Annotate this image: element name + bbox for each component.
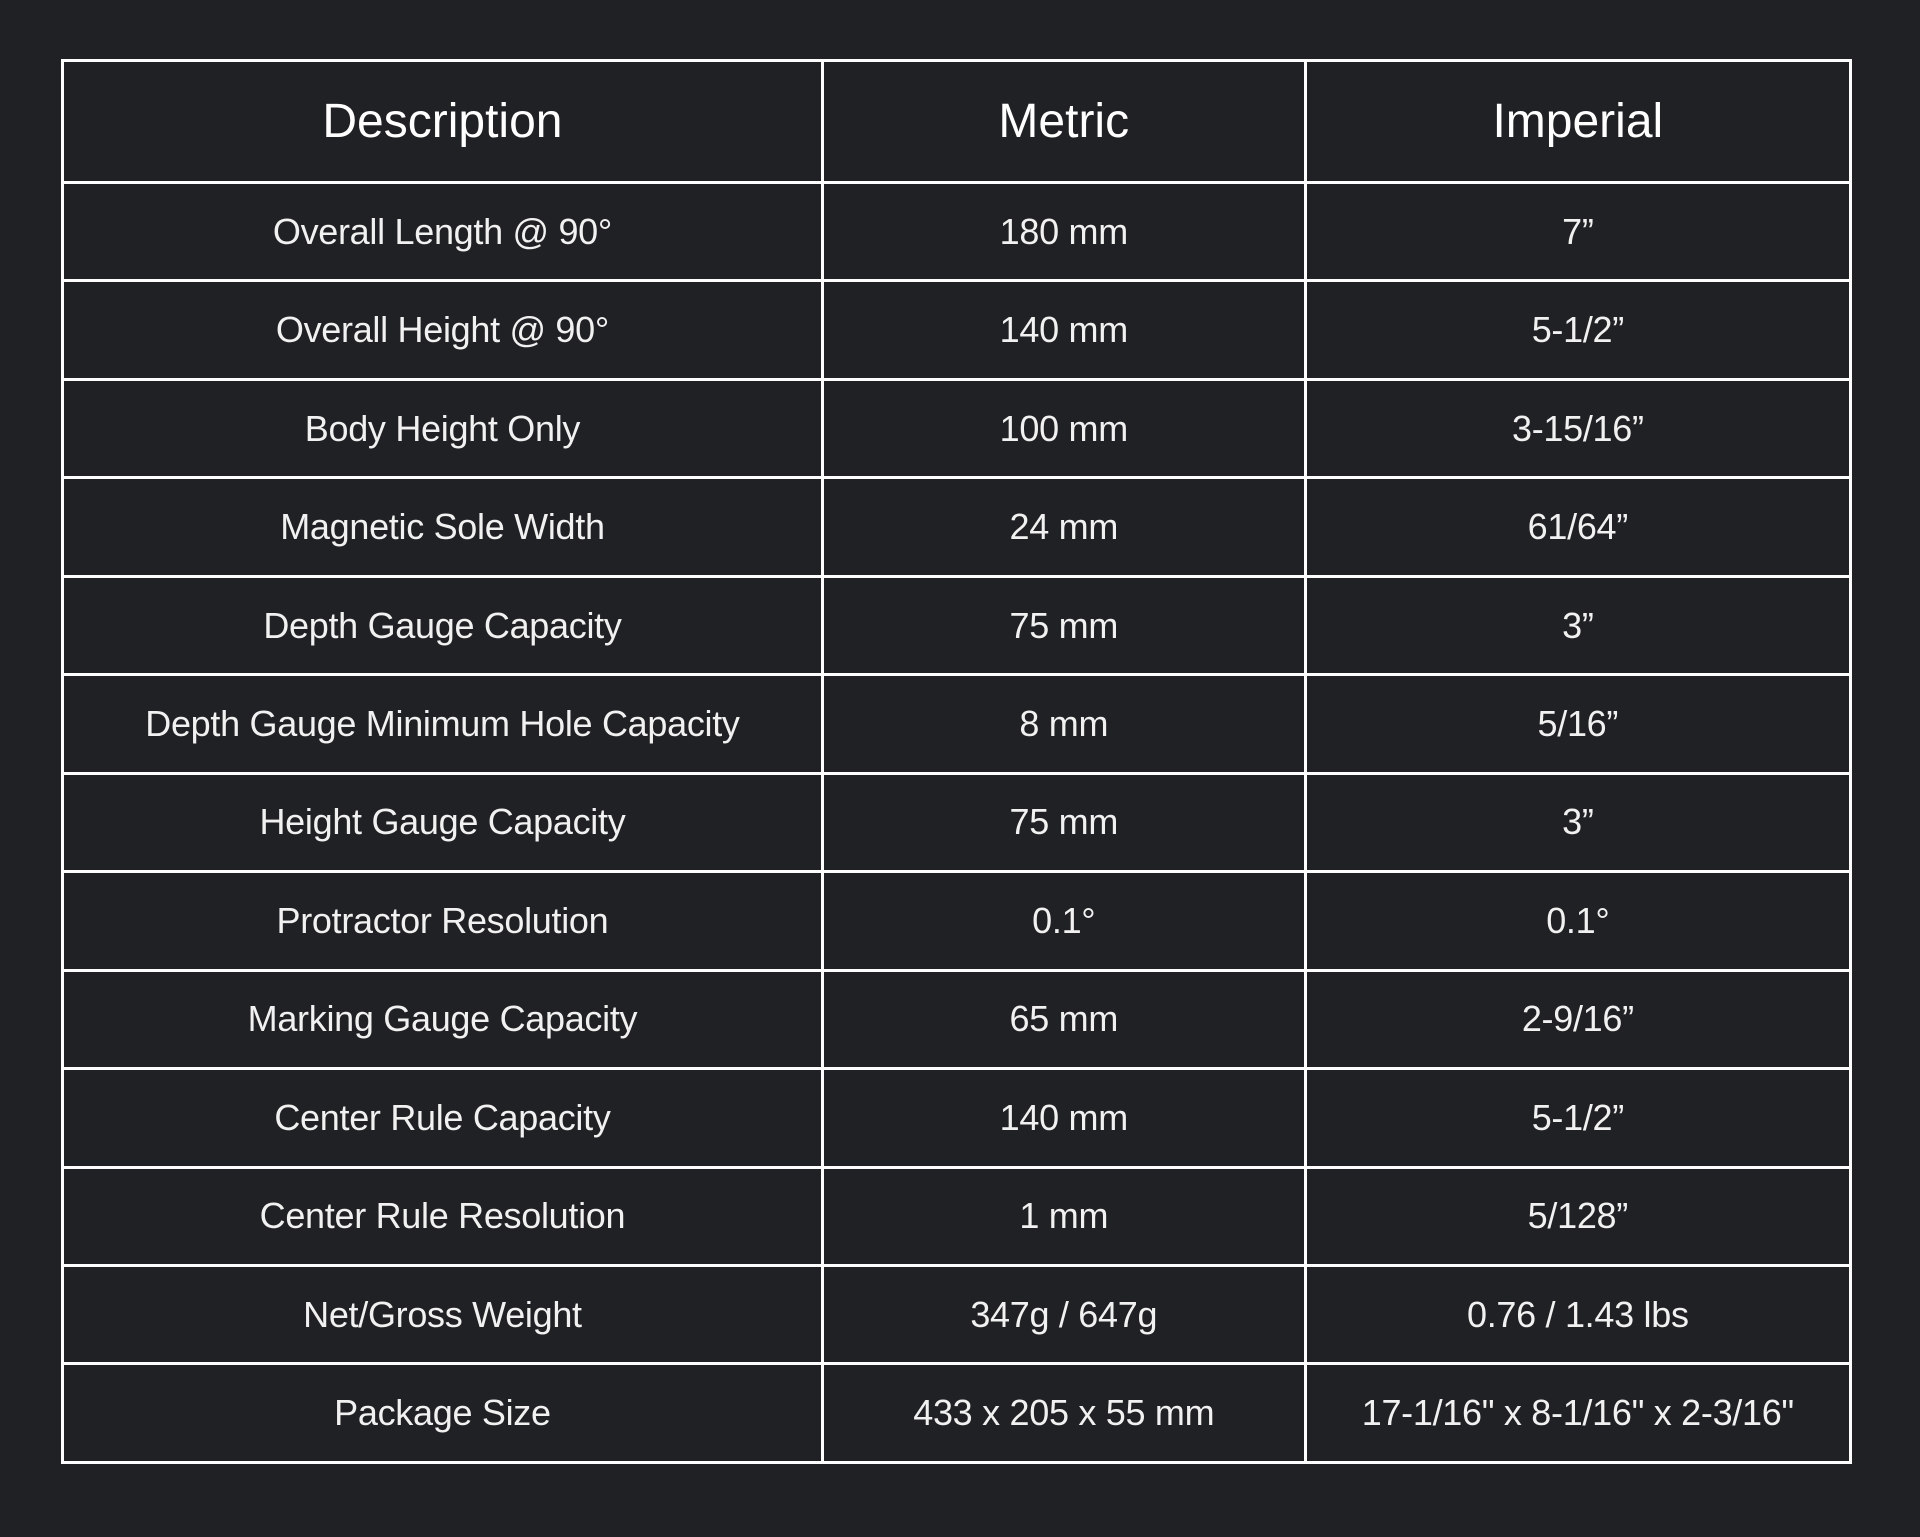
table-row: Center Rule Resolution 1 mm 5/128”	[61, 1165, 1853, 1267]
imperial-cell: 3”	[1303, 771, 1853, 874]
imperial-cell: 5-1/2”	[1303, 279, 1853, 381]
description-cell: Depth Gauge Capacity	[61, 574, 824, 677]
metric-cell: 8 mm	[820, 673, 1307, 775]
col-header-metric: Metric	[820, 59, 1307, 184]
table-row: Package Size 433 x 205 x 55 mm 17-1/16" …	[61, 1362, 1853, 1464]
imperial-cell: 61/64”	[1303, 476, 1853, 578]
description-cell: Depth Gauge Minimum Hole Capacity	[61, 673, 824, 775]
metric-cell: 347g / 647g	[820, 1263, 1307, 1366]
description-cell: Magnetic Sole Width	[61, 476, 824, 578]
imperial-cell: 0.1°	[1303, 870, 1853, 972]
description-cell: Center Rule Resolution	[61, 1165, 824, 1267]
description-cell: Height Gauge Capacity	[61, 771, 824, 874]
col-header-imperial: Imperial	[1303, 59, 1853, 184]
table-row: Magnetic Sole Width 24 mm 61/64”	[61, 476, 1853, 578]
description-cell: Overall Length @ 90°	[61, 180, 824, 283]
metric-cell: 75 mm	[820, 771, 1307, 874]
metric-cell: 24 mm	[820, 476, 1307, 578]
description-cell: Marking Gauge Capacity	[61, 968, 824, 1071]
description-cell: Body Height Only	[61, 377, 824, 480]
table-row: Body Height Only 100 mm 3-15/16”	[61, 377, 1853, 480]
table-row: Center Rule Capacity 140 mm 5-1/2”	[61, 1067, 1853, 1169]
metric-cell: 1 mm	[820, 1165, 1307, 1267]
imperial-cell: 5/128”	[1303, 1165, 1853, 1267]
imperial-cell: 3”	[1303, 574, 1853, 677]
metric-cell: 140 mm	[820, 1067, 1307, 1169]
description-cell: Protractor Resolution	[61, 870, 824, 972]
metric-cell: 100 mm	[820, 377, 1307, 480]
table-row: Overall Height @ 90° 140 mm 5-1/2”	[61, 279, 1853, 381]
spec-table-header: Description Metric Imperial	[61, 59, 1853, 184]
metric-cell: 180 mm	[820, 180, 1307, 283]
imperial-cell: 0.76 / 1.43 lbs	[1303, 1263, 1853, 1366]
metric-cell: 433 x 205 x 55 mm	[820, 1362, 1307, 1464]
metric-cell: 75 mm	[820, 574, 1307, 677]
imperial-cell: 3-15/16”	[1303, 377, 1853, 480]
metric-cell: 140 mm	[820, 279, 1307, 381]
table-row: Depth Gauge Minimum Hole Capacity 8 mm 5…	[61, 673, 1853, 775]
imperial-cell: 2-9/16”	[1303, 968, 1853, 1071]
table-row: Depth Gauge Capacity 75 mm 3”	[61, 574, 1853, 677]
spec-table-body: Overall Length @ 90° 180 mm 7” Overall H…	[61, 180, 1853, 1464]
description-cell: Center Rule Capacity	[61, 1067, 824, 1169]
table-row: Overall Length @ 90° 180 mm 7”	[61, 180, 1853, 283]
col-header-description: Description	[61, 59, 824, 184]
imperial-cell: 5-1/2”	[1303, 1067, 1853, 1169]
spec-table: Description Metric Imperial Overall Leng…	[61, 59, 1853, 1464]
description-cell: Package Size	[61, 1362, 824, 1464]
imperial-cell: 7”	[1303, 180, 1853, 283]
description-cell: Net/Gross Weight	[61, 1263, 824, 1366]
table-row: Protractor Resolution 0.1° 0.1°	[61, 870, 1853, 972]
imperial-cell: 5/16”	[1303, 673, 1853, 775]
metric-cell: 65 mm	[820, 968, 1307, 1071]
imperial-cell: 17-1/16" x 8-1/16" x 2-3/16"	[1303, 1362, 1853, 1464]
table-row: Height Gauge Capacity 75 mm 3”	[61, 771, 1853, 874]
metric-cell: 0.1°	[820, 870, 1307, 972]
table-row: Net/Gross Weight 347g / 647g 0.76 / 1.43…	[61, 1263, 1853, 1366]
description-cell: Overall Height @ 90°	[61, 279, 824, 381]
header-row: Description Metric Imperial	[61, 59, 1853, 184]
table-row: Marking Gauge Capacity 65 mm 2-9/16”	[61, 968, 1853, 1071]
